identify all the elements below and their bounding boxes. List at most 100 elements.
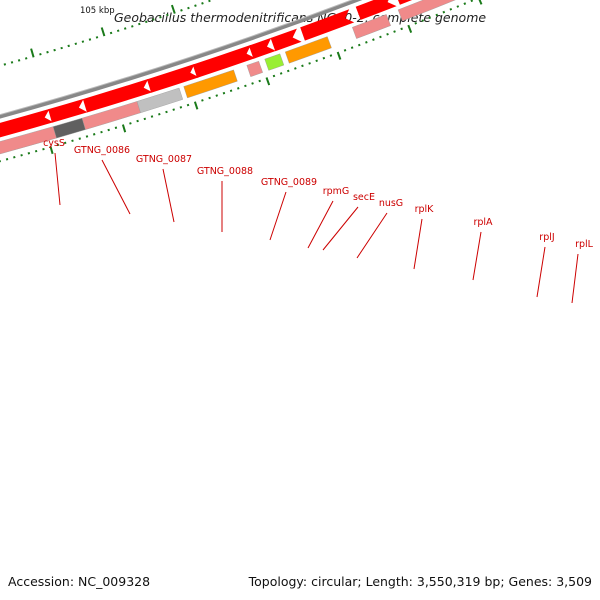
outer-minor-tick [71,139,74,143]
minor-tick [109,31,113,35]
outer-major-tick [478,0,483,5]
cds-arrows [0,0,413,138]
gene-label: rplA [473,217,493,228]
cds-arrow [355,0,397,20]
inner-ticks [3,0,211,66]
minor-tick [145,20,148,24]
kbp-label: 105 kbp [80,6,115,16]
outer-minor-tick [251,82,254,85]
minor-tick [88,38,92,41]
minor-tick [17,59,21,62]
feature-bar [183,69,238,99]
outer-minor-tick [286,69,290,73]
outer-minor-tick [236,87,240,90]
minor-tick [123,27,127,30]
feature-bar [284,36,332,64]
outer-minor-tick [456,5,460,8]
minor-tick [116,29,120,33]
outer-minor-tick [470,0,474,3]
callout-line [356,212,388,259]
outer-minor-tick [114,126,118,129]
outer-minor-tick [215,94,219,97]
minor-tick [24,57,28,60]
minor-tick [159,15,162,19]
outer-minor-tick [136,119,139,123]
cds-arrow [0,108,54,138]
backbone-circle [0,0,363,119]
minor-tick [180,9,183,12]
cds-arrow [48,98,88,123]
gene-label: rpmG [323,186,350,197]
major-tick [170,4,176,14]
outer-minor-tick [421,19,425,22]
minor-tick [53,48,56,52]
kbp-labels: 105 kbp106 kbp107 kbp108 kbp109 kbp110 k… [80,6,115,16]
minor-tick [81,40,85,43]
outer-minor-tick [435,13,439,17]
outer-minor-tick [393,30,396,33]
gene-callouts: cysS GTNG_0086 GTNG_0087 GTNG_0088 GTNG_0089… [43,138,594,304]
outer-minor-tick [350,46,354,49]
outer-minor-tick [294,67,297,70]
outer-major-tick [336,51,342,60]
outer-minor-tick [13,155,16,159]
outer-minor-tick [158,112,161,116]
minor-tick [39,52,42,56]
outer-minor-tick [20,153,23,157]
gene-label: GTNG_0087 [136,154,192,165]
cds-arrow [248,37,276,59]
outer-minor-tick [143,117,147,121]
feature-bars [0,0,456,155]
outer-minor-tick [34,149,38,153]
outer-ticks [0,0,483,163]
outer-minor-tick [129,122,132,125]
feature-bar [264,53,285,71]
cds-arrow [300,9,355,41]
outer-minor-tick [372,38,375,41]
feature-bar [352,14,391,39]
outer-minor-tick [107,128,110,132]
callout-line [101,159,131,215]
callout-line [472,231,482,281]
outer-minor-tick [56,143,60,147]
outer-major-tick [193,101,199,110]
callout-line [322,206,359,251]
outer-minor-tick [400,27,403,31]
outer-minor-tick [329,54,333,57]
outer-minor-tick [222,91,226,95]
outer-minor-tick [442,10,446,14]
outer-minor-tick [315,59,318,63]
callout-line [162,168,175,223]
callout-line [54,152,61,206]
callout-line [536,246,546,298]
outer-minor-tick [308,62,311,65]
major-tick [30,48,35,58]
feature-bar [397,0,456,22]
minor-tick [10,61,14,64]
minor-tick [3,63,7,66]
outer-minor-tick [179,106,183,109]
outer-minor-tick [208,96,211,100]
minor-tick [201,2,204,5]
outer-major-tick [265,77,271,86]
minor-tick [74,42,78,46]
outer-minor-tick [365,41,368,44]
minor-tick [194,4,197,7]
outer-minor-tick [85,135,89,138]
outer-minor-tick [186,103,190,107]
outer-minor-tick [301,64,304,68]
gene-label: nusG [379,198,403,209]
outer-minor-tick [42,147,45,151]
gene-label: rplJ [539,232,554,243]
outer-minor-tick [449,7,453,11]
gene-label: secE [353,192,375,203]
outer-major-tick [121,124,127,133]
minor-tick [67,44,70,48]
outer-minor-tick [201,99,204,102]
outer-minor-tick [150,115,154,118]
outer-minor-tick [279,72,283,75]
callout-line [413,218,423,270]
minor-tick [152,18,155,21]
gene-label: GTNG_0089 [261,177,317,188]
